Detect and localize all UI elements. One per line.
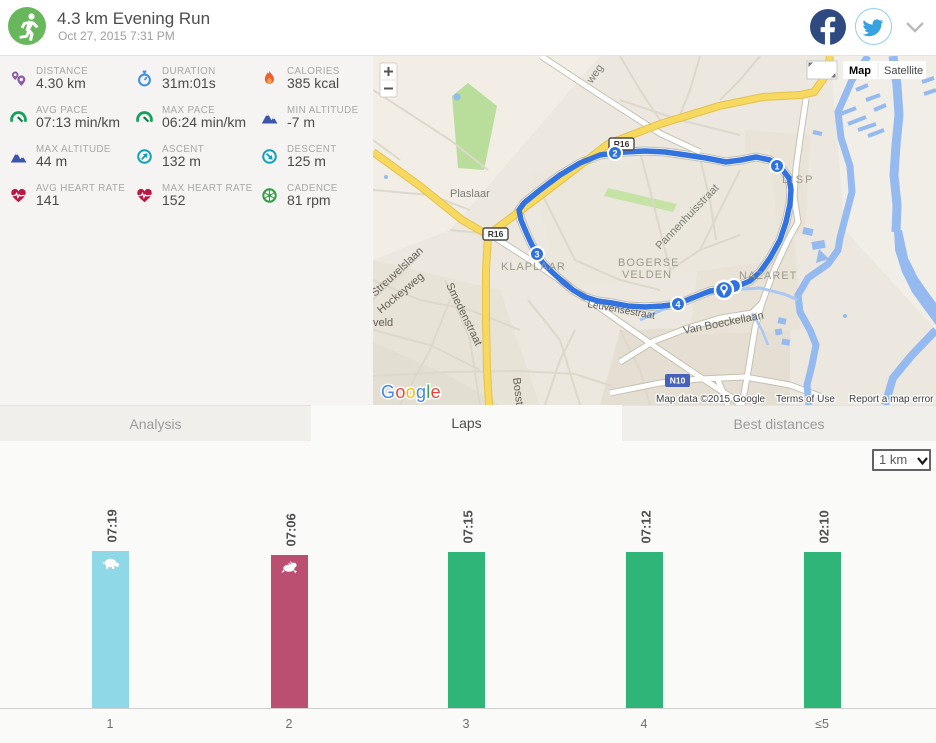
svg-text:LISP: LISP [782,174,815,186]
svg-text:N10: N10 [670,376,686,386]
svg-text:3: 3 [534,250,539,260]
svg-text:Satellite: Satellite [884,65,923,77]
svg-text:Report a map error: Report a map error [849,394,934,405]
svg-text:R16: R16 [488,229,504,239]
svg-text:Bosstraat: Bosstraat [510,377,528,405]
svg-text:veld: veld [373,317,393,329]
svg-text:Plaslaar: Plaslaar [450,188,490,200]
svg-text:4: 4 [675,300,680,310]
svg-text:Terms of Use: Terms of Use [776,394,835,405]
svg-text:NAZARET: NAZARET [739,270,797,282]
svg-text:R16: R16 [614,139,630,149]
svg-text:KLAPLAAR: KLAPLAAR [501,261,566,273]
svg-text:2: 2 [612,149,617,159]
svg-text:1: 1 [774,162,779,172]
svg-text:Map: Map [849,65,871,77]
svg-text:BOGERSE: BOGERSE [618,257,679,269]
svg-text:Map data ©2015 Google: Map data ©2015 Google [656,394,766,405]
svg-text:VELDEN: VELDEN [622,269,672,281]
svg-text:Google: Google [381,382,441,402]
